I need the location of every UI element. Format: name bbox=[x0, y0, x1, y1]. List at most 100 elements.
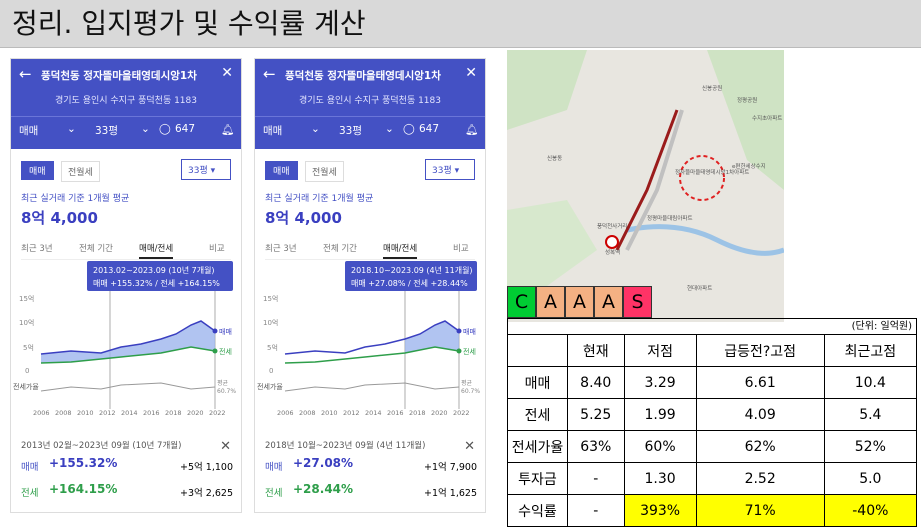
close-icon[interactable]: ✕ bbox=[221, 65, 233, 81]
grade-5: S bbox=[623, 286, 652, 318]
map-label: 정평공원 bbox=[737, 96, 757, 104]
tab-sale-rent[interactable]: 매매/전세 bbox=[383, 242, 418, 259]
summary-sale-label: 매매 bbox=[21, 462, 39, 473]
map-label: 정평마을대림아파트 bbox=[647, 214, 693, 222]
tab-rent[interactable]: 전월세 bbox=[305, 161, 344, 182]
map-label: 신봉공원 bbox=[702, 84, 722, 92]
tab-all-period[interactable]: 전체 기간 bbox=[79, 244, 113, 254]
avg-label: 평균 bbox=[461, 379, 473, 387]
table-header: 현재 bbox=[567, 334, 625, 367]
summary-rent-amt: +1억 1,625 bbox=[424, 488, 477, 499]
x-tick: 2006 bbox=[277, 409, 294, 417]
sale-line bbox=[284, 320, 460, 355]
area-dropdown[interactable]: 33평 ▾ bbox=[181, 159, 231, 180]
grade-3: A bbox=[565, 286, 594, 318]
deal-type-select[interactable]: 매매 bbox=[19, 125, 39, 137]
map-label: 신봉동 bbox=[547, 154, 562, 162]
tab-3years[interactable]: 최근 3년 bbox=[265, 244, 297, 254]
deal-type-select[interactable]: 매매 bbox=[263, 125, 283, 137]
tab-compare[interactable]: 비교 bbox=[453, 244, 469, 254]
area-select[interactable]: 33평 bbox=[95, 125, 119, 137]
chat-icon[interactable]: ◯ bbox=[403, 123, 415, 135]
summary-sale-amt: +5억 1,100 bbox=[180, 462, 233, 473]
filter-bar: 매매 ⌄ 33평 ⌄ ◯ 647 🔔︎ bbox=[255, 116, 485, 142]
tab-3years[interactable]: 최근 3년 bbox=[21, 244, 53, 254]
summary-period: 2018년 10월~2023년 09월 (4년 11개월) bbox=[265, 441, 426, 451]
tooltip-period: 2018.10~2023.09 (4년 11개월) bbox=[351, 265, 473, 275]
summary-sale-label: 매매 bbox=[265, 462, 283, 473]
ratio-line bbox=[284, 382, 460, 392]
tab-sale-rent[interactable]: 매매/전세 bbox=[139, 242, 174, 259]
back-arrow-icon[interactable]: ← bbox=[19, 65, 32, 83]
y-tick-10: 10억 bbox=[19, 319, 34, 327]
y-tick-15: 15억 bbox=[263, 295, 278, 303]
summary-rent-pct: +164.15% bbox=[49, 482, 118, 496]
x-tick: 2012 bbox=[99, 409, 116, 417]
tab-all-period[interactable]: 전체 기간 bbox=[323, 244, 357, 254]
table-row: 전세 5.25 1.99 4.09 5.4 bbox=[507, 398, 918, 431]
area-dropdown[interactable]: 33평 ▾ bbox=[425, 159, 475, 180]
price-chart[interactable]: 2013.02~2023.09 (10년 7개월) 매매 +155.32% / … bbox=[11, 259, 242, 419]
x-tick: 2018 bbox=[409, 409, 426, 417]
back-arrow-icon[interactable]: ← bbox=[263, 65, 276, 83]
chevron-down-icon: ⌄ bbox=[385, 123, 394, 135]
x-tick: 2014 bbox=[365, 409, 382, 417]
chat-count: 647 bbox=[175, 123, 196, 135]
listing-address: 경기도 용인시 수지구 풍덕천동 1183 bbox=[299, 96, 441, 106]
legend-sale: 매매 bbox=[463, 328, 476, 336]
tab-compare[interactable]: 비교 bbox=[209, 244, 225, 254]
summary-sale-pct: +155.32% bbox=[49, 456, 118, 470]
chat-icon[interactable]: ◯ bbox=[159, 123, 171, 135]
legend-sale: 매매 bbox=[219, 328, 232, 336]
x-tick: 2012 bbox=[343, 409, 360, 417]
avg-label: 평균 bbox=[217, 379, 229, 387]
listing-name: 풍덕천동 정자뜰마을태영데시앙1차 bbox=[285, 70, 441, 82]
chevron-down-icon: ⌄ bbox=[67, 123, 76, 135]
recent-price-label: 최근 실거래 기준 1개월 평균 bbox=[21, 194, 130, 204]
map-label: e편한세상수지 bbox=[732, 162, 766, 170]
listing-name: 풍덕천동 정자뜰마을태영데시앙1차 bbox=[41, 70, 197, 82]
summary-rent-label: 전세 bbox=[265, 488, 283, 499]
x-tick: 2020 bbox=[187, 409, 204, 417]
grade-2: A bbox=[536, 286, 565, 318]
location-map[interactable]: 신봉공원 정평공원 수지초아파트 정자뜰마을태영데시앙1차아파트 e편한세상수지… bbox=[507, 50, 784, 322]
area-select[interactable]: 33평 bbox=[339, 125, 363, 137]
tooltip-period: 2013.02~2023.09 (10년 7개월) bbox=[93, 265, 215, 275]
table-row: 수익률 -393% 71% -40% bbox=[507, 494, 918, 527]
summary-rent-amt: +3억 2,625 bbox=[180, 488, 233, 499]
avg-value: 60.7% bbox=[461, 388, 480, 395]
close-icon[interactable]: ✕ bbox=[220, 439, 231, 454]
table-header: 저점 bbox=[623, 334, 697, 367]
recent-price-label: 최근 실거래 기준 1개월 평균 bbox=[265, 194, 374, 204]
map-label: 수지초아파트 bbox=[752, 114, 782, 122]
summary-rent-pct: +28.44% bbox=[293, 482, 354, 496]
grade-1: C bbox=[507, 286, 536, 318]
table-row: 전세가율 63% 60% 62% 52% bbox=[507, 430, 918, 463]
tab-sale[interactable]: 매매 bbox=[21, 161, 54, 180]
grade-4: A bbox=[594, 286, 623, 318]
tooltip-box bbox=[87, 261, 233, 291]
return-table: 현재 저점 급등전?고점 최근고점 매매 8.40 3.29 6.61 10.4 전세 5… bbox=[507, 334, 918, 527]
y-tick-15: 15억 bbox=[19, 295, 34, 303]
filter-bar: 매매 ⌄ 33평 ⌄ ◯ 647 🔔︎ bbox=[11, 116, 241, 142]
bell-icon[interactable]: 🔔︎ bbox=[465, 124, 479, 136]
map-label: 풍덕천사거리 bbox=[597, 222, 627, 230]
unit-label: (단위: 일억원) bbox=[507, 318, 917, 334]
tab-rent[interactable]: 전월세 bbox=[61, 161, 100, 182]
bell-icon[interactable]: 🔔︎ bbox=[221, 124, 235, 136]
x-tick: 2006 bbox=[33, 409, 50, 417]
tooltip-values: 매매 +27.08% / 전세 +28.44% bbox=[351, 278, 468, 288]
x-tick: 2016 bbox=[387, 409, 404, 417]
x-tick: 2014 bbox=[121, 409, 138, 417]
summary-rent-label: 전세 bbox=[21, 488, 39, 499]
price-chart[interactable]: 2018.10~2023.09 (4년 11개월) 매매 +27.08% / 전… bbox=[255, 259, 486, 419]
x-tick: 2010 bbox=[321, 409, 338, 417]
close-icon[interactable]: ✕ bbox=[465, 65, 477, 81]
close-icon[interactable]: ✕ bbox=[464, 439, 475, 454]
recent-price: 8억 4,000 bbox=[265, 209, 342, 227]
recent-price: 8억 4,000 bbox=[21, 209, 98, 227]
tooltip-box bbox=[345, 261, 477, 291]
summary-period: 2013년 02월~2023년 09월 (10년 7개월) bbox=[21, 441, 182, 451]
tab-sale[interactable]: 매매 bbox=[265, 161, 298, 180]
map-label: 정자뜰마을태영데시앙1차아파트 bbox=[675, 168, 749, 176]
